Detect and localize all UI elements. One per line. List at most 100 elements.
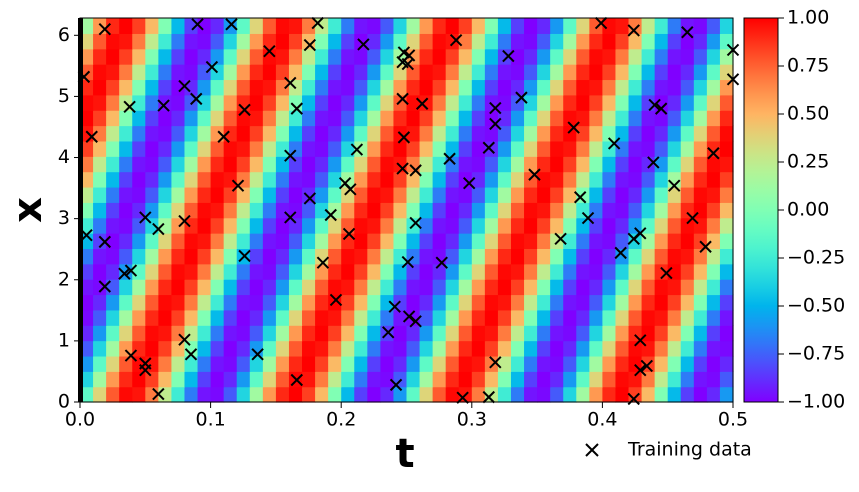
heatmap-cell	[80, 248, 94, 265]
heatmap-cell	[615, 110, 630, 127]
heatmap-cell	[680, 156, 695, 173]
heatmap-cell	[602, 48, 617, 65]
heatmap-cell	[432, 325, 447, 342]
heatmap-cell	[119, 233, 133, 249]
x-tick-label: 0.0	[65, 409, 95, 431]
heatmap-cell	[367, 248, 381, 265]
heatmap-cell	[380, 217, 395, 234]
heatmap-cell	[654, 325, 669, 342]
heatmap-cell	[367, 309, 381, 326]
heatmap-cell	[510, 386, 525, 403]
heatmap-cell	[550, 110, 564, 127]
heatmap-cell	[550, 202, 564, 219]
heatmap-cell	[563, 325, 577, 342]
heatmap-cell	[106, 64, 120, 81]
heatmap-cell	[302, 309, 316, 326]
heatmap-cell	[563, 140, 577, 157]
heatmap-cell	[315, 33, 329, 50]
heatmap-cell	[589, 340, 603, 357]
training-point	[238, 103, 251, 117]
heatmap-cell	[236, 140, 251, 157]
heatmap-cell	[354, 94, 368, 111]
heatmap-cell	[197, 248, 212, 265]
heatmap-cell	[550, 263, 564, 280]
heatmap-cell	[210, 156, 225, 173]
heatmap-cell	[93, 140, 107, 157]
y-tick-label: 1	[58, 329, 70, 351]
heatmap-cell	[524, 263, 538, 280]
heatmap-cell	[510, 64, 525, 81]
heatmap-cell	[223, 48, 238, 65]
heatmap-cell	[80, 202, 94, 219]
heatmap-cell	[275, 325, 290, 342]
heatmap-cell	[497, 309, 512, 326]
training-point	[290, 102, 304, 115]
heatmap-cell	[510, 125, 525, 142]
heatmap-cell	[158, 125, 173, 142]
heatmap-cell	[628, 156, 643, 173]
training-point	[567, 121, 580, 134]
heatmap-cell	[236, 156, 251, 173]
heatmap-cell	[641, 325, 656, 342]
heatmap-cell	[158, 48, 173, 65]
heatmap-cell	[93, 340, 107, 357]
heatmap-cell	[236, 279, 251, 296]
heatmap-cell	[262, 340, 277, 357]
heatmap-cell	[537, 125, 551, 142]
heatmap-cell	[497, 233, 512, 249]
heatmap-cell	[262, 371, 277, 388]
training-point	[554, 232, 567, 246]
heatmap-cell	[680, 294, 695, 311]
heatmap-cell	[328, 156, 342, 173]
heatmap-cell	[119, 110, 133, 127]
training-point	[357, 38, 370, 51]
heatmap-cell	[158, 18, 173, 34]
heatmap-cell	[432, 156, 447, 173]
heatmap-cell	[145, 18, 159, 34]
heatmap-cell	[550, 48, 564, 65]
heatmap-cell	[719, 140, 734, 157]
heatmap-cell	[315, 64, 329, 81]
heatmap-cell	[445, 156, 460, 173]
heatmap-cell	[589, 186, 603, 203]
heatmap-cell	[315, 217, 329, 234]
heatmap-cell	[497, 79, 512, 96]
heatmap-cell	[550, 371, 564, 388]
training-point	[409, 315, 422, 328]
heatmap-cell	[341, 18, 355, 34]
heatmap-cell	[93, 202, 107, 219]
heatmap-cell	[184, 48, 199, 65]
heatmap-cell	[524, 248, 538, 265]
training-point	[581, 211, 595, 225]
heatmap-cell	[275, 371, 290, 388]
heatmap-cell	[393, 217, 408, 234]
heatmap-cell	[367, 171, 381, 188]
heatmap-cell	[719, 279, 734, 296]
heatmap-cell	[589, 18, 603, 34]
heatmap-cell	[119, 140, 133, 157]
heatmap-cell	[497, 217, 512, 234]
heatmap-cell	[654, 18, 669, 34]
heatmap-cell	[471, 110, 486, 127]
heatmap-cell	[393, 386, 408, 403]
heatmap-cell	[654, 64, 669, 81]
heatmap-cell	[719, 233, 734, 249]
heatmap-cell	[262, 233, 277, 249]
heatmap-cell	[393, 186, 408, 203]
heatmap-cell	[354, 233, 368, 249]
heatmap-cell	[93, 18, 107, 34]
heatmap-cell	[184, 156, 199, 173]
heatmap-cell	[510, 171, 525, 188]
heatmap-cell	[93, 79, 107, 96]
heatmap-cell	[132, 140, 146, 157]
training-point	[311, 16, 324, 30]
heatmap-cell	[680, 202, 695, 219]
heatmap-cell	[537, 48, 551, 65]
heatmap-cell	[576, 140, 590, 157]
heatmap-cell	[288, 309, 303, 326]
heatmap-cell	[667, 140, 682, 157]
heatmap-cell	[262, 309, 277, 326]
heatmap-cell	[563, 125, 577, 142]
